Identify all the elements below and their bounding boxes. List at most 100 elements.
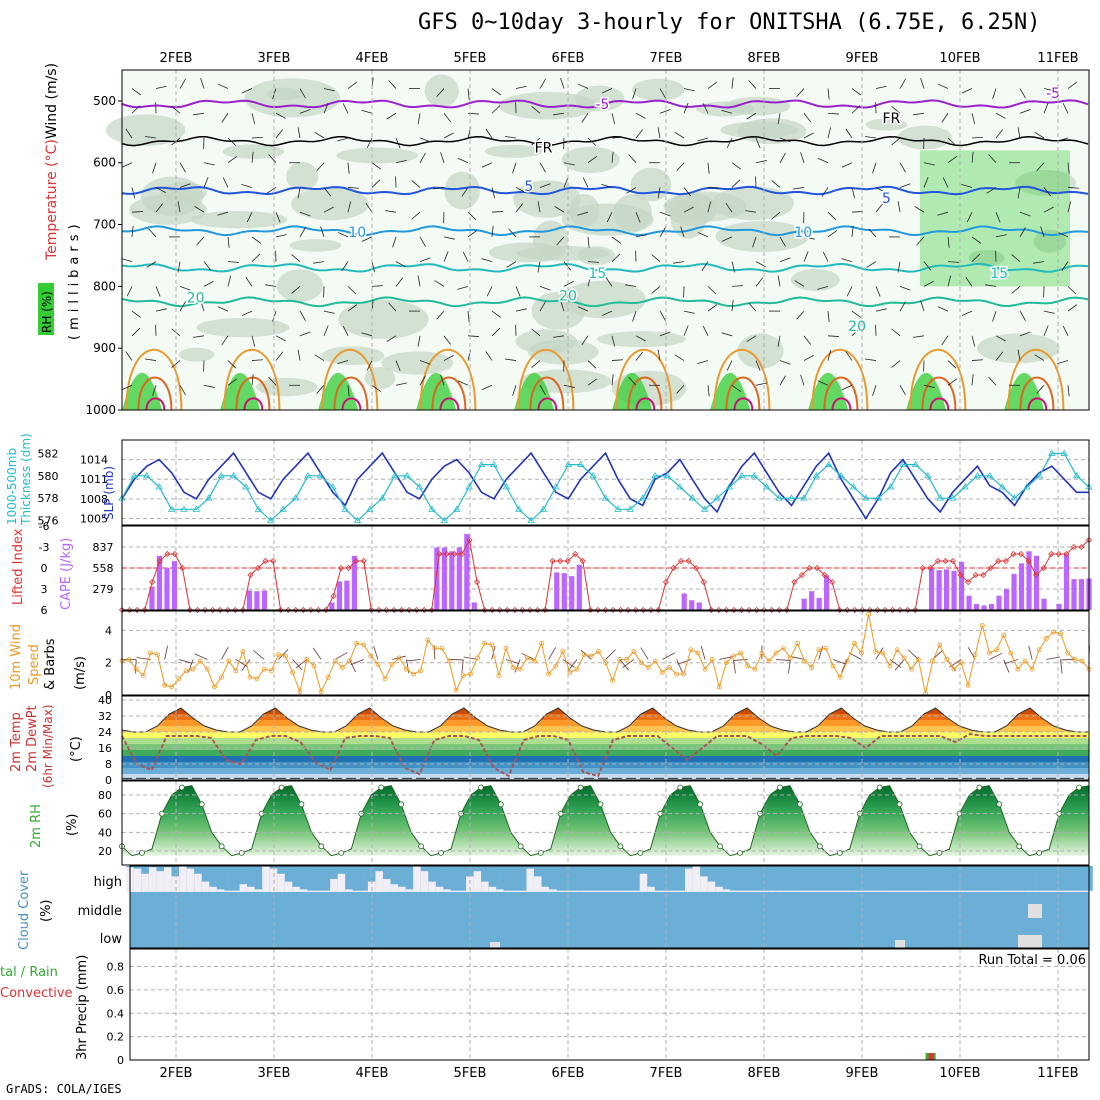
lifted-index-point — [1033, 571, 1040, 579]
cloud-high-fill — [677, 890, 685, 892]
rh-green-zone — [906, 372, 947, 410]
rh-shade — [484, 144, 543, 158]
thickness-point — [316, 472, 325, 479]
lifted-index-point — [398, 606, 405, 614]
wind-barb — [419, 360, 431, 365]
cloud-tick-label: middle — [78, 904, 122, 919]
wind-barb — [436, 310, 445, 320]
wind-barb — [1043, 88, 1055, 92]
wind-speed-point — [979, 623, 985, 628]
lifted-index-point — [670, 564, 677, 572]
thickness-point — [1010, 494, 1019, 501]
lifted-index-point — [745, 606, 753, 614]
cloud-high-fill — [579, 890, 587, 892]
cloud-high-bar — [1039, 866, 1048, 891]
wind-barb — [841, 258, 853, 263]
wind-barb — [899, 183, 911, 188]
wind-barb — [395, 360, 401, 371]
cloud-high-bar — [435, 866, 444, 887]
pressure-tick-label: 1000 — [85, 403, 116, 417]
wind-tick-label: 2 — [105, 657, 112, 670]
cape-bar — [336, 581, 342, 610]
cape-bar — [1033, 555, 1040, 610]
wind-barb — [755, 382, 767, 386]
temperature-contour-25 — [517, 348, 575, 411]
lifted-index-point — [972, 571, 979, 579]
wind-barb — [512, 162, 517, 174]
cloud-high-fill — [201, 881, 210, 892]
rh-shade — [321, 346, 385, 365]
rh-point — [896, 801, 903, 808]
cape-bar — [951, 570, 957, 610]
wind-barb — [733, 659, 736, 674]
rh-area — [122, 785, 1089, 856]
cloud-high-fill — [481, 881, 489, 892]
wind-barb — [433, 187, 445, 190]
wind-barb — [683, 187, 692, 197]
wind-barb — [947, 155, 958, 164]
cloud-high-bar — [315, 866, 323, 891]
wind-barb — [1043, 102, 1049, 114]
wind-speed-point — [937, 642, 943, 648]
cape-bar — [689, 600, 695, 610]
cloud-high-bar — [133, 866, 142, 869]
wind-barb — [515, 85, 527, 89]
wind-barb — [347, 162, 350, 174]
wind-barb — [611, 335, 616, 347]
wind-barb — [515, 286, 521, 297]
wind-barb — [577, 306, 589, 312]
cloud-high-fill — [685, 868, 693, 892]
wind-barb — [848, 652, 862, 660]
cloud-high-fill — [715, 886, 723, 892]
wind-speed-point — [432, 645, 438, 651]
wind-barb — [371, 261, 376, 273]
thickness-point — [279, 505, 287, 512]
wind-speed-point — [702, 666, 708, 672]
wind-barb — [683, 310, 695, 314]
wind-barb — [923, 162, 935, 166]
cloud-high-fill — [934, 890, 942, 892]
wind-barb — [875, 187, 886, 193]
wind-barb — [923, 280, 934, 287]
temperature-contour-30 — [137, 376, 173, 411]
wind-barb — [673, 261, 685, 264]
wind-speed-point — [482, 640, 488, 646]
cloud-high-bar — [677, 866, 685, 891]
cape-bar — [681, 593, 687, 610]
wind-barb — [733, 659, 748, 661]
lifted-index-point — [489, 606, 496, 614]
wind-barb — [316, 385, 325, 394]
bottom-date-label: 11FEB — [1037, 1066, 1078, 1081]
wind-barb — [913, 335, 925, 338]
lifted-index-point — [813, 564, 821, 572]
wind-barb — [611, 136, 624, 139]
wind-barb — [253, 650, 265, 660]
cloud-high-fill — [164, 867, 172, 892]
wind-barb — [947, 236, 950, 248]
wind-barb — [702, 103, 709, 114]
slp-tick-label: 1005 — [80, 512, 108, 525]
wind-speed-point — [745, 663, 751, 669]
wind-barb — [539, 183, 551, 188]
wind-barb — [366, 360, 373, 371]
lifted-index-point — [919, 564, 926, 572]
wind-barb — [875, 308, 887, 312]
wind-barb — [683, 102, 689, 114]
wind-barb — [395, 137, 401, 149]
lifted-index-point — [156, 557, 163, 565]
wind-barb — [1043, 325, 1049, 336]
wind-barb — [827, 230, 838, 238]
wind-barb — [515, 308, 527, 312]
wind-barb — [796, 88, 805, 97]
wind-barb — [462, 251, 469, 262]
cloud-high-fill — [956, 890, 965, 892]
wind-barb — [961, 310, 973, 316]
wind-barb — [1036, 162, 1045, 172]
cloud-high-bar — [1062, 866, 1071, 891]
cloud-high-bar — [971, 866, 980, 891]
cloud-high-bar — [624, 866, 633, 891]
thickness-label: Thickness (dm) — [19, 433, 33, 526]
cloud-high-fill — [662, 890, 670, 892]
wind-barb — [457, 157, 469, 164]
wind-barb — [1067, 304, 1078, 312]
